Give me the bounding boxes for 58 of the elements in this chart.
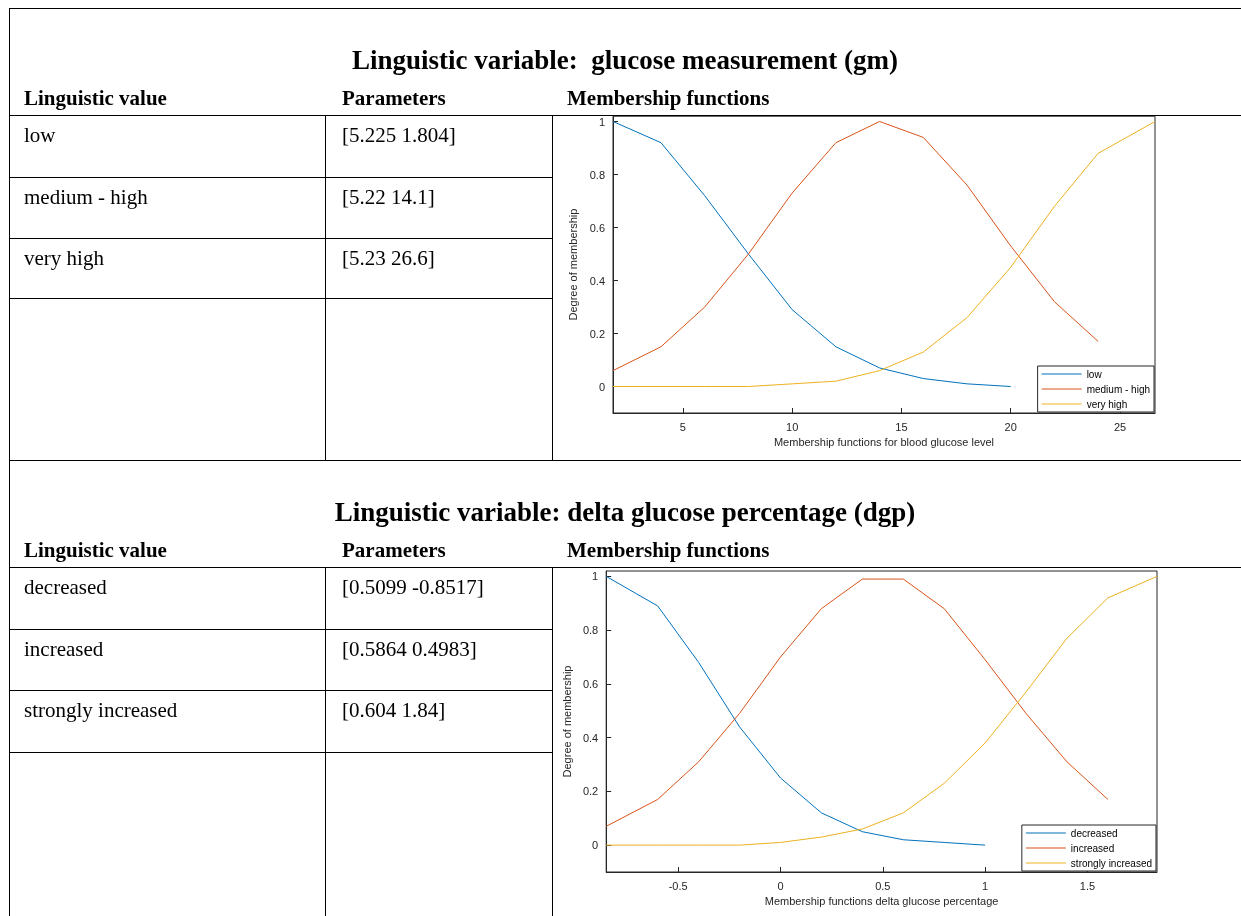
y-tick-label: 0.2 [589,327,605,340]
x-tick-label: 0.5 [875,879,891,892]
line-series [605,575,1158,846]
x-tick-label: 10 [786,420,799,433]
text: strongly increased [24,698,178,722]
text: very high [24,246,104,270]
chart-title: Linguistic variable: glucose measurement (gm) [350,45,900,76]
y-tick-label: 1 [598,115,605,128]
y-tick-label: 1 [592,570,599,583]
y-tick-label: 0.4 [589,274,605,287]
line-series [605,578,1109,827]
chart-title: Linguistic variable: delta glucose percentage (dgp) [333,497,917,528]
y-axis-title: Degree of membership [567,208,580,321]
text: Membership functions [567,538,770,563]
legend-label: increased [1070,842,1115,854]
text: [0.5099 -0.8517] [342,575,484,600]
line-series [612,121,1099,372]
x-axis-title: Membership functions for blood glucose level [773,436,995,449]
x-tick-label: 5 [679,420,686,433]
text: decreased [24,575,107,599]
y-tick-label: 0.4 [582,731,599,744]
x-tick-label: 0 [777,879,784,892]
y-tick-label: 0.2 [582,785,599,798]
legend-label: low [1086,368,1103,380]
text: Linguistic value [24,86,167,111]
line-series [605,575,986,846]
y-tick-label: 0.6 [582,677,599,690]
text: [5.225 1.804] [342,123,456,148]
y-tick-label: 0 [592,839,599,852]
y-axis-title: Degree of membership [560,665,573,778]
y-tick-label: 0.6 [589,221,605,234]
line-series [612,121,1012,387]
x-tick-label: 15 [895,420,908,433]
y-tick-label: 0.8 [589,168,605,181]
x-tick-label: 20 [1004,420,1017,433]
line-series [612,121,1156,387]
text: [0.5864 0.4983] [342,637,477,662]
x-tick-label: 1 [982,879,989,892]
text: medium - high [24,185,148,209]
legend-label: medium - high [1086,383,1150,395]
legend-label: very high [1086,398,1128,410]
y-tick-label: 0 [598,380,605,393]
x-tick-label: 25 [1113,420,1127,433]
text: Membership functions [567,86,770,111]
text: [5.22 14.1] [342,185,435,210]
text: low [24,123,56,147]
text: Linguistic value [24,538,167,563]
text: Parameters [342,86,446,111]
text: [0.604 1.84] [342,698,446,723]
x-tick-label: -0.5 [668,879,688,892]
x-tick-label: 1.5 [1079,879,1096,892]
text: [5.23 26.6] [342,246,435,271]
legend-label: decreased [1070,827,1118,839]
x-axis-title: Membership functions delta glucose percentage [764,895,999,908]
text: increased [24,637,104,661]
y-tick-label: 0.8 [582,624,599,637]
legend-label: strongly increased [1070,857,1152,869]
text: Parameters [342,538,446,563]
